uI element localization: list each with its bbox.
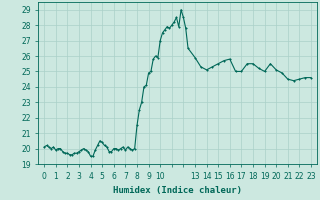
X-axis label: Humidex (Indice chaleur): Humidex (Indice chaleur) bbox=[113, 186, 242, 195]
